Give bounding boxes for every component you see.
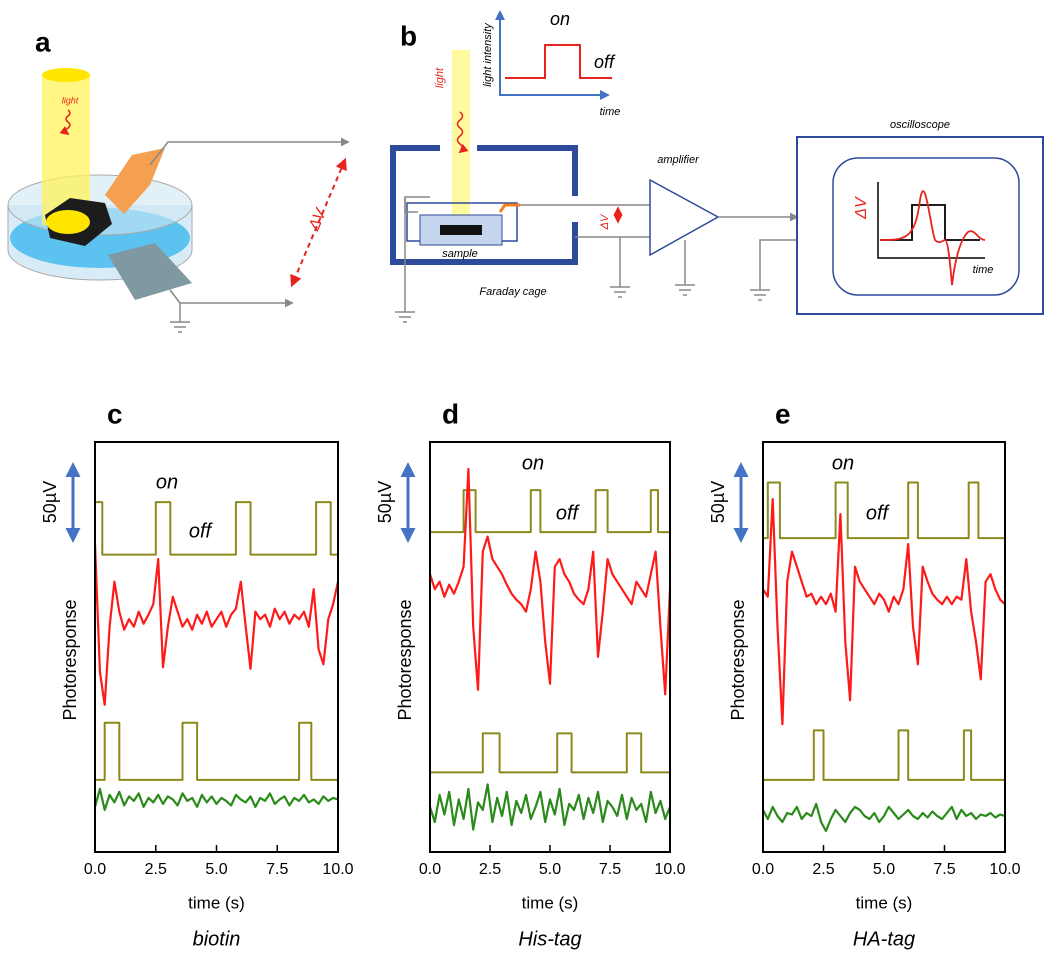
- trace: [95, 721, 338, 781]
- trace: [94, 501, 338, 556]
- x-tick-label: 10.0: [989, 861, 1020, 878]
- panel-label: e: [775, 398, 791, 429]
- annotation: off: [556, 502, 581, 524]
- trace: [93, 544, 340, 706]
- annotation: on: [522, 452, 544, 474]
- voltage-arrow: [290, 157, 347, 288]
- y-axis-label: Photoresponse: [395, 599, 415, 720]
- x-tick-label: 0.0: [84, 861, 106, 878]
- scope-response: [879, 190, 986, 286]
- x-tick-label: 7.5: [599, 861, 621, 878]
- wire: [404, 196, 430, 213]
- ground: [750, 239, 797, 301]
- chart: 0.0 2.5 5.0 7.5 10.0 time (s) biotin c Photoresp…: [40, 398, 354, 950]
- scale-bar-label: 50µV: [40, 481, 60, 523]
- amplifier-label: amplifier: [657, 154, 700, 166]
- diagram-a: a light ΔV: [7, 26, 350, 333]
- x-tick-label: 2.5: [812, 861, 834, 878]
- y-axis-label: Photoresponse: [728, 599, 748, 720]
- chart-title: biotin: [193, 928, 241, 950]
- faraday-cage: [390, 145, 578, 265]
- panel-label: b: [400, 20, 417, 51]
- trace: [762, 498, 1006, 726]
- plot-frame: [94, 441, 339, 853]
- on-label: on: [550, 9, 570, 29]
- trace: [763, 729, 1005, 781]
- oscilloscope: [796, 136, 1044, 315]
- beam-top: [42, 68, 90, 82]
- x-axis-label: time (s): [188, 893, 245, 912]
- light-wave: [59, 109, 71, 136]
- trace: [428, 783, 672, 831]
- light-beam: [452, 50, 470, 228]
- sample: [440, 225, 482, 235]
- annotation: on: [156, 471, 178, 493]
- x-tick-label: 0.0: [752, 861, 774, 878]
- chart: 0.0 2.5 5.0 7.5 10.0 time (s) HA-tag e Photoresp…: [708, 398, 1021, 950]
- scope-delta-v-label: ΔV: [853, 196, 870, 220]
- trace: [430, 489, 670, 534]
- time-label: time: [600, 106, 621, 118]
- trace: [763, 481, 1005, 540]
- chart: 0.0 2.5 5.0 7.5 10.0 time (s) His-tag d Photores…: [375, 398, 686, 950]
- diagram-b: b on off time light intensity light samp…: [390, 9, 1044, 323]
- annotation: on: [832, 452, 854, 474]
- y-axis-label: Photoresponse: [60, 599, 80, 720]
- x-tick-label: 2.5: [145, 861, 167, 878]
- x-axis-label: time (s): [856, 893, 913, 912]
- panel-label: c: [107, 398, 123, 429]
- light-intensity-label: light intensity: [482, 22, 494, 87]
- annotation: off: [866, 502, 891, 524]
- x-tick-label: 2.5: [479, 861, 501, 878]
- light-wave: [456, 111, 469, 154]
- light-pulse: [505, 44, 612, 79]
- delta-v-label: ΔV: [599, 213, 611, 230]
- x-tick-label: 10.0: [654, 861, 685, 878]
- screen: [832, 157, 1020, 296]
- ground: [675, 240, 695, 296]
- ground: [395, 197, 415, 323]
- oscilloscope-label: oscilloscope: [890, 119, 950, 131]
- scope-time-label: time: [973, 264, 994, 276]
- panel-label: a: [35, 26, 51, 57]
- trace: [428, 467, 672, 696]
- x-axis-label: time (s): [522, 893, 579, 912]
- ground: [610, 237, 630, 298]
- x-tick-label: 5.0: [205, 861, 227, 878]
- inset-axes: [495, 9, 610, 100]
- x-tick-label: 10.0: [322, 861, 353, 878]
- delta-v-label: ΔV: [305, 205, 330, 233]
- counter-electrode: [108, 243, 192, 300]
- wire: [149, 137, 350, 166]
- electrode: [498, 203, 520, 213]
- faraday-cage-label: Faraday cage: [479, 286, 546, 298]
- annotation: off: [189, 520, 214, 542]
- x-tick-label: 7.5: [933, 861, 955, 878]
- scale-bar-label: 50µV: [375, 481, 395, 523]
- x-tick-label: 7.5: [266, 861, 288, 878]
- panel-label: d: [442, 398, 459, 429]
- chart-title: His-tag: [518, 928, 581, 950]
- trace: [93, 787, 339, 811]
- chart-title: HA-tag: [853, 928, 915, 950]
- trace: [430, 732, 670, 774]
- light-label: light: [434, 67, 446, 88]
- sample-label: sample: [442, 248, 477, 260]
- x-tick-label: 0.0: [419, 861, 441, 878]
- light-label: light: [62, 95, 79, 105]
- scale-bar-label: 50µV: [708, 481, 728, 523]
- wire: [169, 289, 294, 308]
- x-tick-label: 5.0: [873, 861, 895, 878]
- trace: [762, 802, 1006, 833]
- illuminated-spot: [46, 210, 90, 234]
- ground: [170, 303, 190, 333]
- amplifier: [649, 178, 720, 257]
- off-label: off: [594, 52, 616, 72]
- x-tick-label: 5.0: [539, 861, 561, 878]
